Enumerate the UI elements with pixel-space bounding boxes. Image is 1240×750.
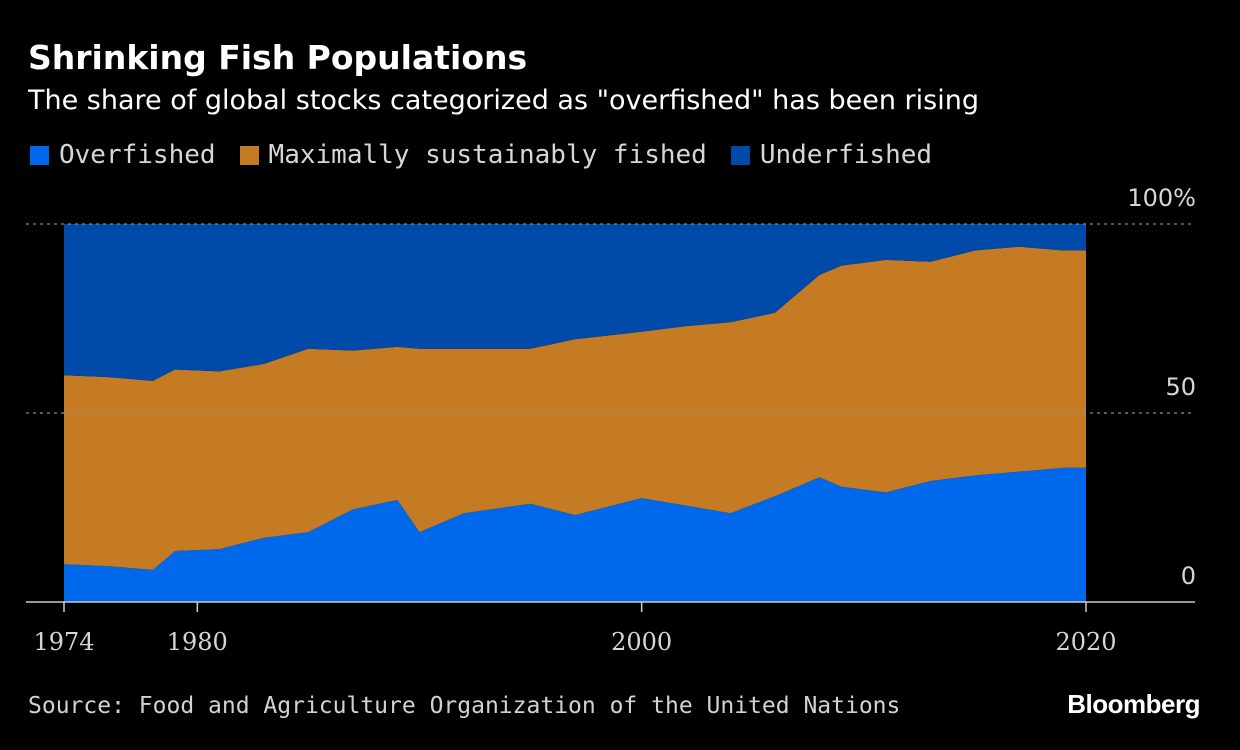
source-note: Source: Food and Agriculture Organizatio… [28, 693, 901, 719]
area-underfished [64, 224, 1086, 381]
legend-label-overfished: Overfished [59, 140, 216, 170]
legend-item-overfished: Overfished [30, 140, 216, 170]
area-maximally-sustainably-fished [64, 246, 1086, 570]
legend-label-underfished: Underfished [759, 140, 933, 170]
x-tick-label-2020: 2020 [1055, 628, 1116, 656]
x-tick-label-2000: 2000 [611, 628, 672, 656]
areas-layer [64, 224, 1086, 602]
legend-swatch-maximally-sustainably-fished [239, 145, 259, 165]
brand-logo: Bloomberg [1067, 689, 1200, 719]
area-overfished [64, 467, 1086, 602]
y-tick-label-100: 100% [1127, 184, 1196, 212]
legend: Overfished Maximally sustainably fished … [30, 140, 956, 170]
legend-item-maximally-sustainably-fished: Maximally sustainably fished [239, 140, 707, 170]
legend-swatch-overfished [30, 145, 49, 165]
legend-item-underfished: Underfished [730, 140, 933, 170]
x-tick-label-1980: 1980 [167, 628, 228, 656]
y-tick-label-50: 50 [1165, 373, 1196, 401]
x-tick-label-1974: 1974 [33, 628, 94, 656]
chart-title: Shrinking Fish Populations [28, 38, 528, 77]
y-axis-labels: 0 50 100% [1127, 184, 1196, 590]
y-tick-label-0: 0 [1181, 562, 1196, 590]
x-axis: 1974 1980 2000 2020 [26, 601, 1195, 656]
chart-subtitle: The share of global stocks categorized a… [28, 85, 979, 116]
legend-swatch-underfished [730, 145, 750, 165]
legend-label-maximally-sustainably-fished: Maximally sustainably fished [268, 140, 707, 170]
gridlines [26, 223, 1195, 414]
